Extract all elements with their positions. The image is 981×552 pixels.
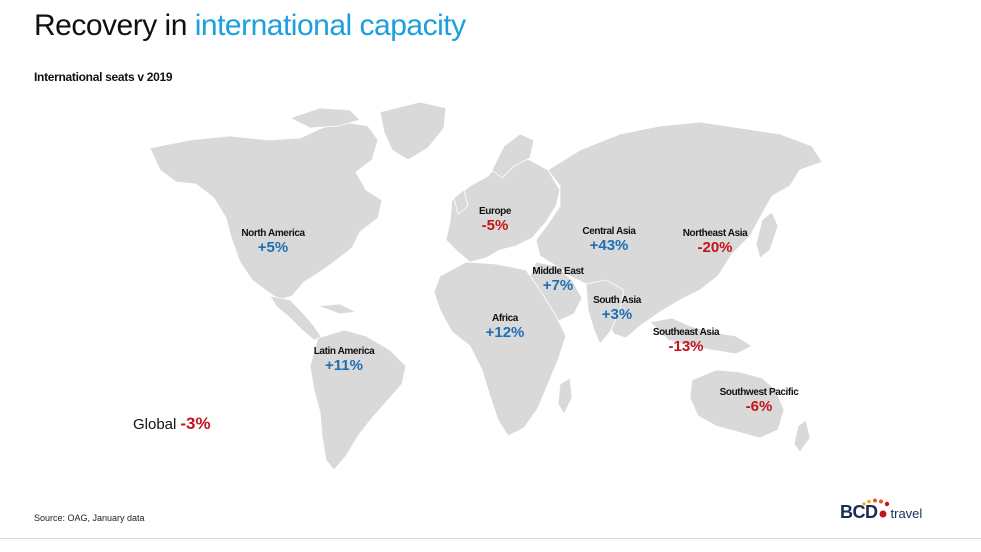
logo-dot-icon <box>879 510 886 518</box>
landmass-new-zealand <box>793 419 811 453</box>
landmass-africa <box>433 261 567 437</box>
region-name: North America <box>241 228 305 239</box>
landmass-caribbean <box>317 303 358 315</box>
region-name: Southeast Asia <box>652 327 720 338</box>
landmass-japan <box>755 211 779 259</box>
landmass-arctic-islands <box>288 107 361 129</box>
landmass-india <box>585 279 625 345</box>
region-value: +12% <box>485 324 525 341</box>
landmass-scandinavia <box>491 133 535 179</box>
bcd-travel-logo: BCD travel <box>840 498 923 523</box>
region-name: Middle East <box>532 266 584 277</box>
region-value: +11% <box>325 357 363 374</box>
region-name: Central Asia <box>582 226 636 237</box>
region-central-asia: Central Asia +43% <box>582 226 636 254</box>
region-north-america: North America +5% <box>241 228 305 256</box>
landmass-north-america <box>149 121 383 301</box>
global-summary: Global -3% <box>133 414 211 434</box>
region-latin-america: Latin America +11% <box>314 346 375 374</box>
title-prefix: Recovery in <box>34 9 195 42</box>
region-southwest-pacific: Southwest Pacific -6% <box>720 387 799 415</box>
region-value: +5% <box>257 239 289 256</box>
region-africa: Africa +12% <box>486 313 525 341</box>
logo-brand: BCD <box>840 502 878 522</box>
landmass-south-america <box>309 329 407 471</box>
region-name: South Asia <box>593 295 641 306</box>
region-value: +7% <box>542 277 574 294</box>
bottom-divider <box>0 538 981 539</box>
page-title: Recovery in international capacity <box>34 9 466 43</box>
region-europe: Europe -5% <box>479 206 511 234</box>
region-south-asia: South Asia +3% <box>593 295 641 323</box>
global-value: -3% <box>180 414 211 433</box>
region-name: Europe <box>478 206 512 217</box>
landmass-madagascar <box>557 377 573 415</box>
region-value: -20% <box>697 239 733 256</box>
map-subtitle: International seats v 2019 <box>34 70 173 84</box>
region-name: Southwest Pacific <box>719 387 799 398</box>
region-middle-east: Middle East +7% <box>532 266 584 294</box>
region-name: Northeast Asia <box>682 228 748 239</box>
region-southeast-asia: Southeast Asia -13% <box>652 327 720 355</box>
region-value: -6% <box>745 398 773 415</box>
landmass-greenland <box>379 101 447 161</box>
landmass-southeast-asia <box>649 317 753 355</box>
region-northeast-asia: Northeast Asia -20% <box>683 228 748 256</box>
logo-dots-icon <box>862 498 890 507</box>
region-value: +43% <box>589 237 629 254</box>
landmass-asia <box>535 121 823 339</box>
logo-suffix: travel <box>890 506 923 521</box>
region-value: -5% <box>481 217 509 234</box>
region-name: Latin America <box>313 346 375 357</box>
region-name: Africa <box>492 313 518 324</box>
landmass-uk <box>453 189 469 215</box>
source-note: Source: OAG, January data <box>34 513 145 523</box>
global-label: Global <box>133 416 177 433</box>
title-accent: international capacity <box>194 9 466 42</box>
region-value: -13% <box>668 338 704 355</box>
region-value: +3% <box>601 306 633 323</box>
landmass-australia <box>689 369 785 439</box>
landmass-central-america <box>269 295 323 341</box>
